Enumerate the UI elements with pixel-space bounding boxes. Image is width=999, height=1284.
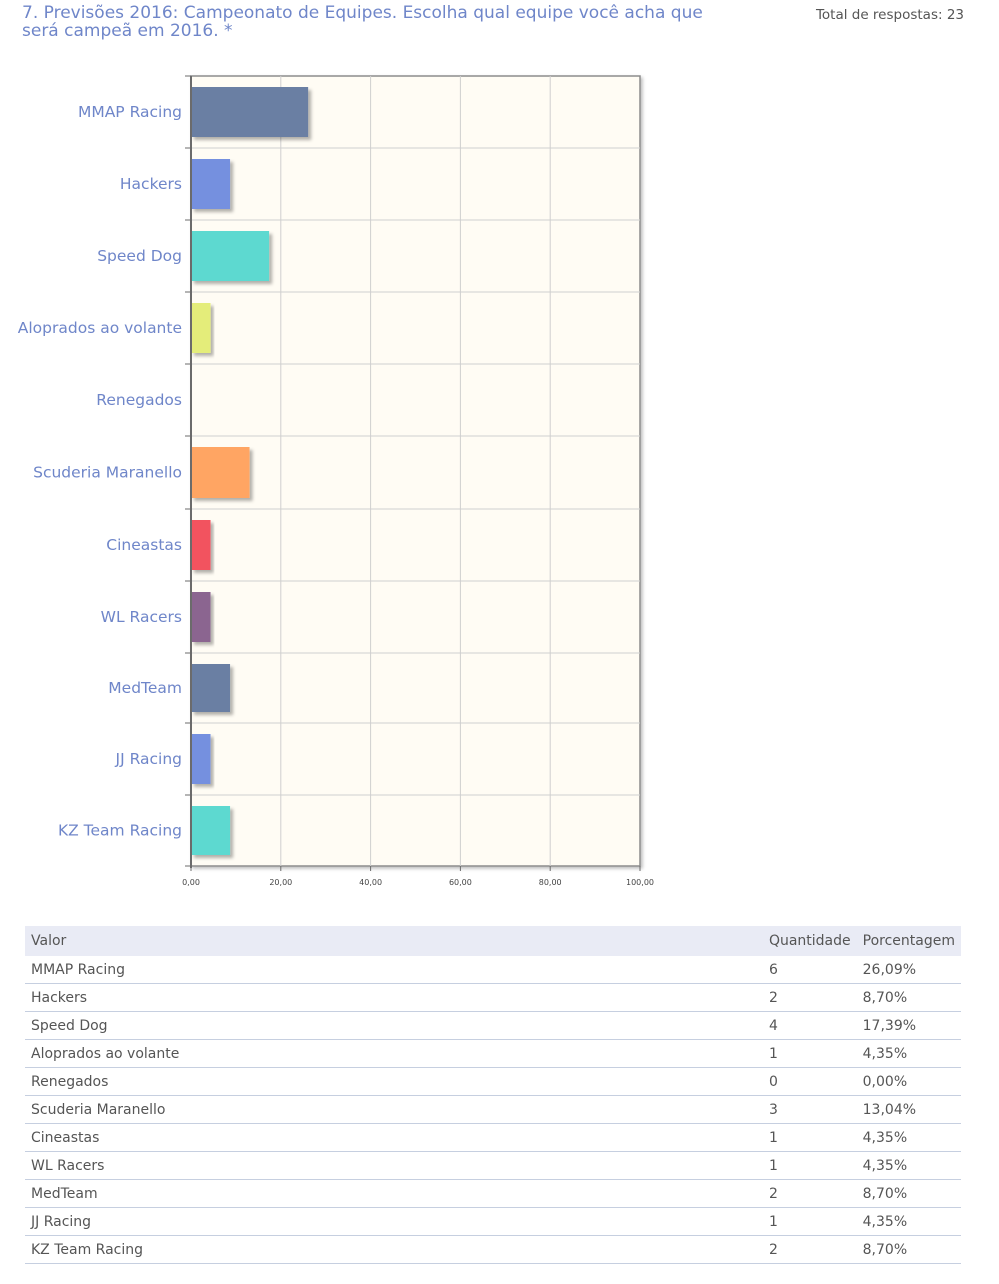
cell-percent: 8,70%	[856, 1179, 961, 1208]
table-row: WL Racers 1 4,35%	[25, 1151, 961, 1180]
x-tick-label: 100,00	[626, 878, 654, 887]
question-title: 7. Previsões 2016: Campeonato de Equipes…	[22, 3, 703, 41]
cell-percent: 4,35%	[856, 1151, 961, 1180]
cell-value: Renegados	[25, 1067, 763, 1096]
cell-quantity: 1	[762, 1207, 857, 1236]
cell-quantity: 4	[762, 1011, 857, 1040]
cell-percent: 4,35%	[856, 1207, 961, 1236]
table-row: Aloprados ao volante 1 4,35%	[25, 1039, 961, 1068]
category-label: Speed Dog	[97, 247, 182, 265]
table-row: JJ Racing 1 4,35%	[25, 1207, 961, 1236]
category-label: Cineastas	[106, 536, 182, 554]
cell-value: WL Racers	[25, 1151, 763, 1180]
category-label: Aloprados ao volante	[18, 319, 182, 337]
cell-value: Hackers	[25, 983, 763, 1012]
category-label: Scuderia Maranello	[33, 464, 182, 482]
bar-10	[191, 806, 231, 855]
cell-value: Speed Dog	[25, 1011, 763, 1040]
category-label: JJ Racing	[115, 750, 183, 768]
bar-6	[191, 520, 211, 570]
cell-value: MedTeam	[25, 1179, 763, 1208]
bar-3	[191, 303, 211, 353]
table-row: MMAP Racing 6 26,09%	[25, 956, 961, 984]
bar-7	[191, 592, 211, 642]
bar-8	[191, 664, 231, 712]
cell-quantity: 1	[762, 1123, 857, 1152]
bar-5	[191, 447, 250, 498]
cell-quantity: 2	[762, 1235, 857, 1264]
header-value: Valor	[25, 926, 763, 956]
cell-quantity: 0	[762, 1067, 857, 1096]
category-label: WL Racers	[101, 608, 182, 626]
cell-quantity: 1	[762, 1151, 857, 1180]
cell-percent: 4,35%	[856, 1123, 961, 1152]
cell-quantity: 2	[762, 1179, 857, 1208]
cell-value: Cineastas	[25, 1123, 763, 1152]
x-tick-label: 20,00	[269, 878, 292, 887]
cell-percent: 13,04%	[856, 1095, 961, 1124]
cell-value: KZ Team Racing	[25, 1235, 763, 1264]
plot-area	[190, 75, 641, 867]
cell-quantity: 6	[762, 956, 857, 984]
x-tick-label: 40,00	[359, 878, 382, 887]
table-header-row: Valor Quantidade Porcentagem	[25, 926, 961, 956]
cell-percent: 26,09%	[856, 956, 961, 984]
category-label: KZ Team Racing	[58, 822, 182, 840]
cell-quantity: 2	[762, 983, 857, 1012]
cell-percent: 17,39%	[856, 1011, 961, 1040]
cell-value: Scuderia Maranello	[25, 1095, 763, 1124]
category-label: MMAP Racing	[78, 103, 182, 121]
cell-percent: 8,70%	[856, 983, 961, 1012]
header-quantity: Quantidade	[762, 926, 857, 956]
cell-percent: 8,70%	[856, 1235, 961, 1264]
cell-quantity: 3	[762, 1095, 857, 1124]
bar-2	[191, 231, 270, 281]
cell-quantity: 1	[762, 1039, 857, 1068]
results-table: Valor Quantidade Porcentagem MMAP Racing…	[25, 926, 961, 1264]
table-row: MedTeam 2 8,70%	[25, 1179, 961, 1208]
total-responses: Total de respostas: 23	[815, 7, 964, 23]
table-row: Renegados 0 0,00%	[25, 1067, 961, 1096]
category-label: MedTeam	[108, 679, 182, 697]
table-row: KZ Team Racing 2 8,70%	[25, 1235, 961, 1264]
bar-chart: MMAP Racing Hackers Speed Dog Aloprados ao …	[18, 75, 654, 887]
header-percent: Porcentagem	[856, 926, 961, 956]
cell-percent: 0,00%	[856, 1067, 961, 1096]
table-row: Scuderia Maranello 3 13,04%	[25, 1095, 961, 1124]
x-tick-label: 80,00	[539, 878, 562, 887]
x-tick-label: 60,00	[449, 878, 472, 887]
category-label: Renegados	[96, 391, 182, 409]
category-label: Hackers	[120, 175, 182, 193]
bar-0	[191, 87, 309, 137]
cell-value: Aloprados ao volante	[25, 1039, 763, 1068]
x-tick-label: 0,00	[182, 878, 200, 887]
table-row: Speed Dog 4 17,39%	[25, 1011, 961, 1040]
bar-9	[191, 734, 211, 784]
table-row: Hackers 2 8,70%	[25, 983, 961, 1012]
cell-value: MMAP Racing	[25, 956, 763, 984]
table-row: Cineastas 1 4,35%	[25, 1123, 961, 1152]
cell-value: JJ Racing	[25, 1207, 763, 1236]
bar-1	[191, 159, 231, 209]
cell-percent: 4,35%	[856, 1039, 961, 1068]
